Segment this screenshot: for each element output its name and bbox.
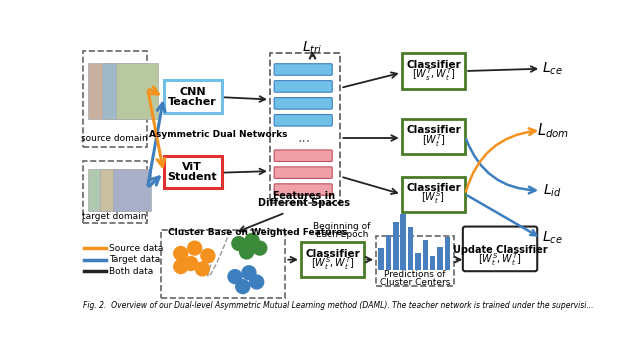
Bar — [437, 247, 443, 270]
Bar — [422, 240, 428, 270]
Text: source domain: source domain — [81, 134, 147, 143]
Text: $[W_t^T]$: $[W_t^T]$ — [422, 132, 445, 149]
Bar — [376, 236, 454, 286]
Text: $[W_t^S, W_t^T]$: $[W_t^S, W_t^T]$ — [478, 251, 522, 268]
Circle shape — [236, 280, 250, 294]
FancyArrowPatch shape — [466, 128, 536, 191]
Text: $[W_t^S, W_t^T]$: $[W_t^S, W_t^T]$ — [311, 255, 355, 272]
Text: Classifier: Classifier — [305, 248, 360, 259]
Bar — [401, 214, 406, 270]
Bar — [415, 253, 420, 270]
Text: Beginning of: Beginning of — [313, 222, 371, 231]
Text: ViT: ViT — [182, 162, 202, 172]
Bar — [270, 53, 340, 204]
FancyArrowPatch shape — [150, 177, 159, 186]
Text: Cluster Base on Weighted Features: Cluster Base on Weighted Features — [168, 228, 348, 237]
Bar — [161, 230, 285, 298]
Bar — [393, 222, 399, 270]
Circle shape — [174, 247, 188, 260]
FancyArrowPatch shape — [148, 91, 165, 167]
FancyArrowPatch shape — [150, 87, 158, 94]
FancyBboxPatch shape — [463, 227, 537, 271]
Bar — [445, 237, 450, 270]
Circle shape — [174, 260, 188, 274]
Text: Different Spaces: Different Spaces — [258, 198, 350, 208]
Bar — [378, 248, 384, 270]
Circle shape — [201, 249, 215, 263]
Circle shape — [245, 234, 259, 247]
FancyArrowPatch shape — [466, 139, 536, 193]
FancyBboxPatch shape — [113, 169, 151, 211]
Text: $L_{dom}$: $L_{dom}$ — [537, 121, 569, 140]
Bar — [402, 119, 465, 154]
Text: ...: ... — [298, 185, 310, 199]
Text: Asymmetric Dual Networks: Asymmetric Dual Networks — [148, 130, 287, 139]
Text: Source data: Source data — [109, 244, 163, 253]
Text: Update Classifier: Update Classifier — [452, 245, 547, 255]
Text: $[W_s^T, W_t^T]$: $[W_s^T, W_t^T]$ — [412, 66, 455, 83]
FancyBboxPatch shape — [88, 169, 127, 211]
Circle shape — [242, 266, 256, 280]
Circle shape — [232, 237, 246, 251]
Text: $L_{tri}$: $L_{tri}$ — [303, 40, 323, 56]
Text: Cluster Centers: Cluster Centers — [380, 278, 450, 287]
Circle shape — [188, 241, 202, 255]
Bar — [164, 80, 222, 113]
Bar — [83, 51, 147, 147]
Circle shape — [184, 256, 198, 270]
Text: $L_{id}$: $L_{id}$ — [543, 182, 562, 199]
Circle shape — [253, 241, 267, 255]
FancyBboxPatch shape — [274, 150, 332, 161]
FancyArrowPatch shape — [148, 103, 165, 185]
FancyBboxPatch shape — [102, 63, 145, 119]
Text: Features in: Features in — [273, 191, 335, 201]
FancyBboxPatch shape — [274, 97, 332, 109]
Text: CNN: CNN — [179, 87, 205, 97]
Text: ...: ... — [298, 131, 310, 145]
Text: Predictions of: Predictions of — [384, 270, 445, 279]
FancyBboxPatch shape — [274, 167, 332, 179]
Text: Student: Student — [168, 172, 217, 182]
FancyBboxPatch shape — [116, 63, 158, 119]
Circle shape — [250, 275, 264, 289]
Text: Each Epoch: Each Epoch — [316, 230, 368, 239]
Bar — [408, 227, 413, 270]
Circle shape — [195, 262, 209, 276]
Text: Target data: Target data — [109, 255, 160, 264]
Bar — [83, 161, 147, 223]
Bar — [164, 156, 222, 188]
Text: target domain: target domain — [82, 212, 147, 221]
Bar — [301, 242, 364, 277]
Bar — [402, 176, 465, 212]
Text: $L_{ce}$: $L_{ce}$ — [543, 230, 563, 246]
Text: Fig. 2.  Overview of our Dual-level Asymmetric Mutual Learning method (DAML). Th: Fig. 2. Overview of our Dual-level Asymm… — [83, 301, 594, 310]
FancyBboxPatch shape — [274, 184, 332, 195]
FancyBboxPatch shape — [274, 64, 332, 75]
Text: Classifier: Classifier — [406, 183, 461, 193]
Text: Both data: Both data — [109, 267, 153, 276]
FancyBboxPatch shape — [88, 63, 131, 119]
Text: Classifier: Classifier — [406, 60, 461, 70]
Text: $[W_t^S]$: $[W_t^S]$ — [422, 190, 445, 206]
Text: $L_{ce}$: $L_{ce}$ — [543, 61, 563, 77]
Circle shape — [239, 245, 253, 259]
FancyBboxPatch shape — [100, 169, 139, 211]
FancyBboxPatch shape — [274, 114, 332, 126]
Bar — [430, 256, 435, 270]
Bar — [402, 53, 465, 89]
Text: Classifier: Classifier — [406, 125, 461, 135]
Bar — [386, 235, 391, 270]
Circle shape — [228, 270, 242, 284]
Text: Teacher: Teacher — [168, 97, 217, 107]
FancyBboxPatch shape — [274, 81, 332, 92]
